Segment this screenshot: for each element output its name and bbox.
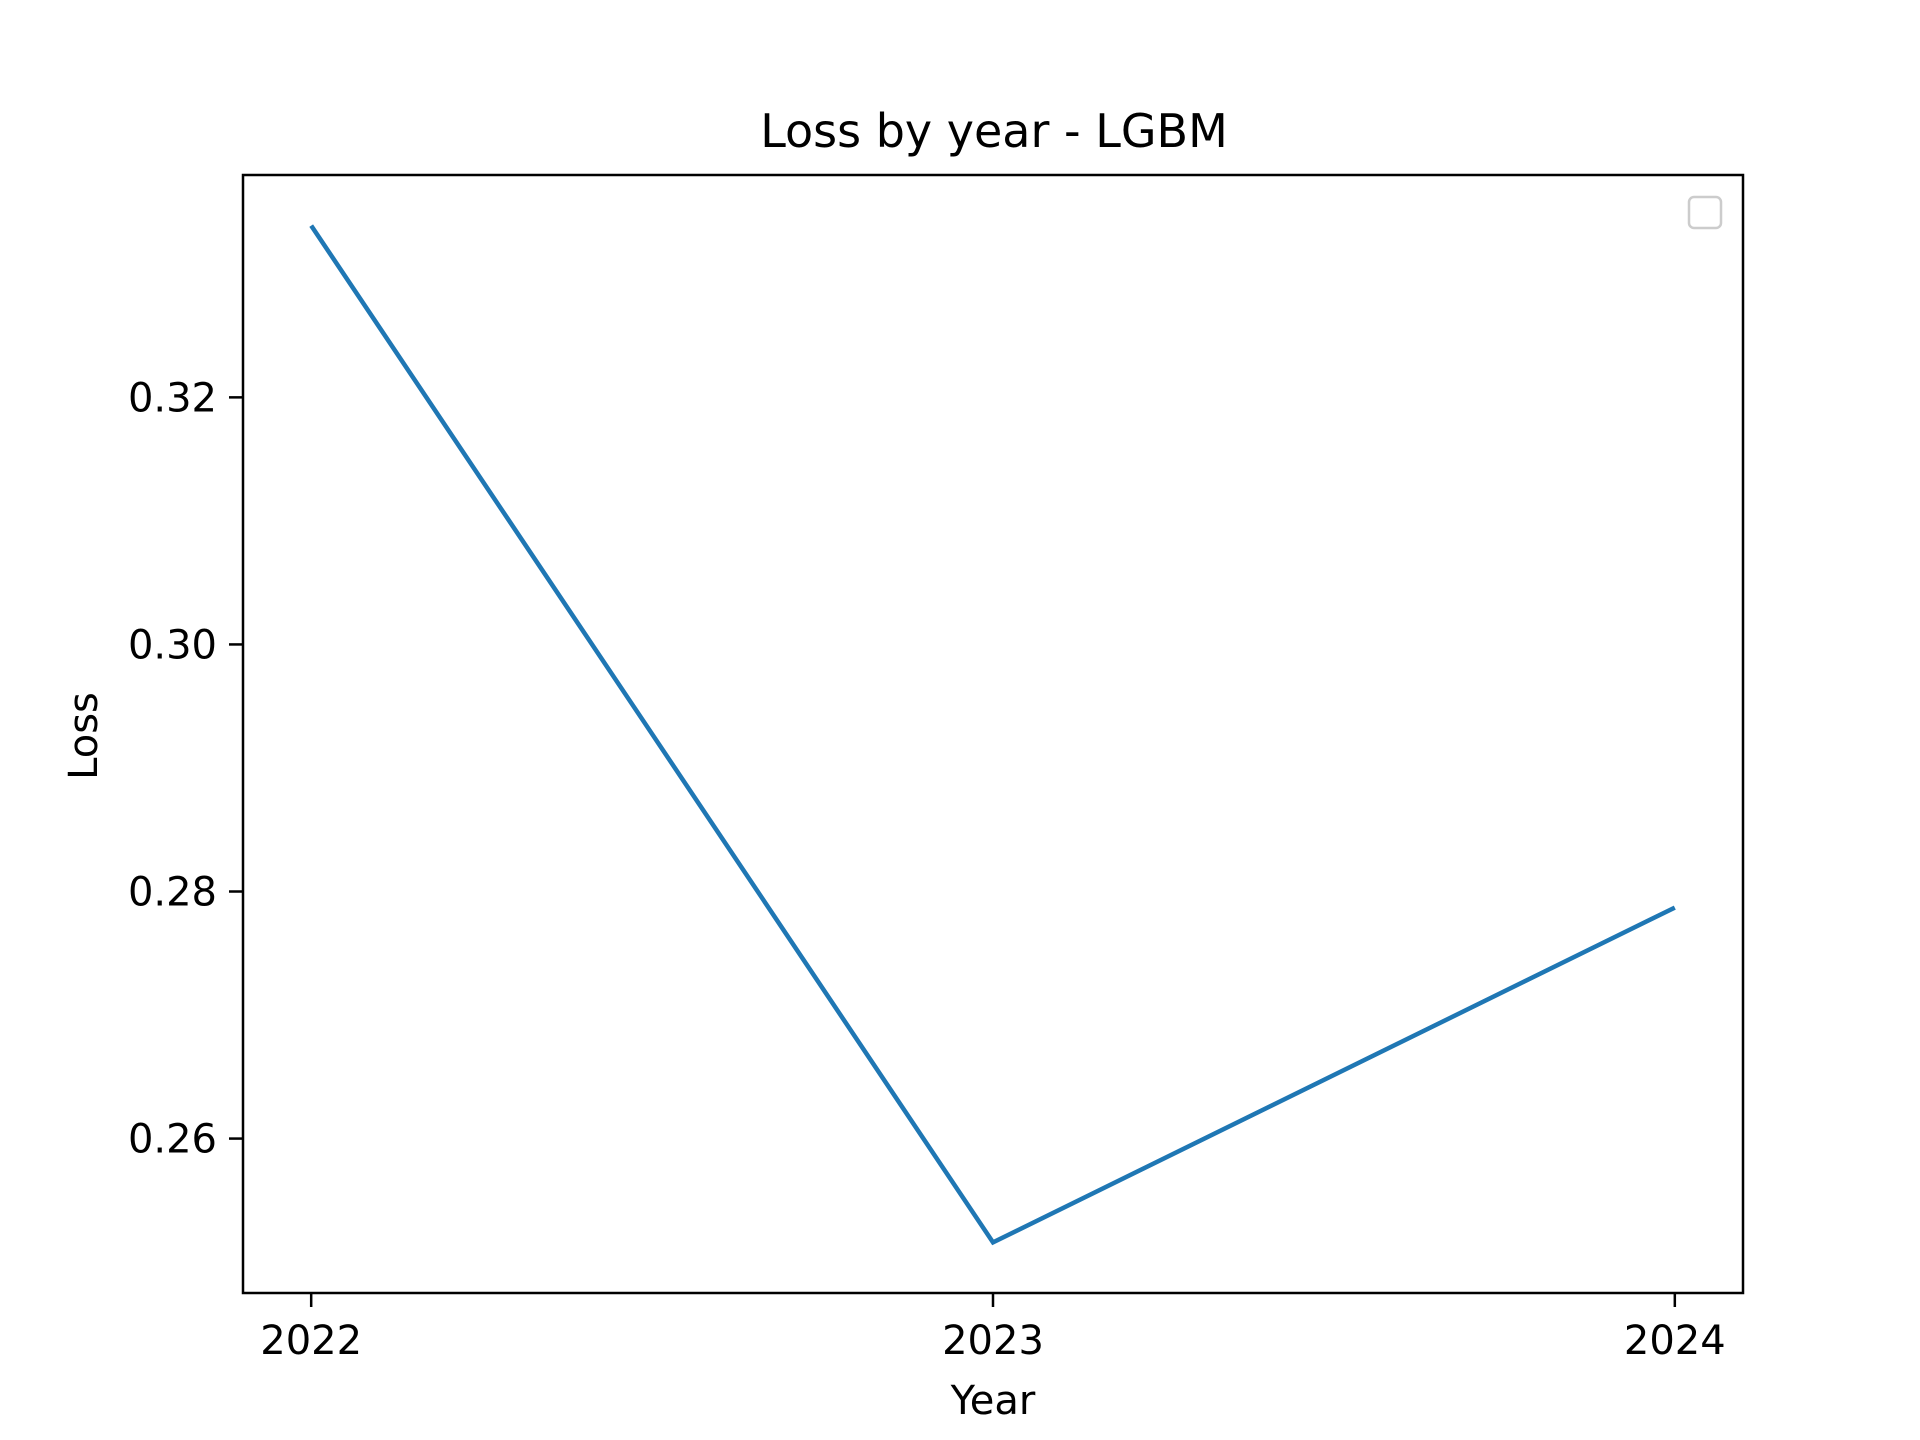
x-axis-ticks: 2022 2023 2024 (260, 1293, 1726, 1364)
chart-title: Loss by year - LGBM (760, 104, 1228, 158)
y-tick-label: 0.26 (128, 1117, 217, 1163)
y-axis-ticks: 0.26 0.28 0.30 0.32 (128, 375, 243, 1163)
y-tick-label: 0.30 (128, 622, 217, 668)
series-line (309, 224, 1676, 1246)
x-tick-label: 2022 (260, 1318, 362, 1364)
x-tick-label: 2023 (942, 1318, 1044, 1364)
plot-frame (241, 173, 1745, 1295)
y-axis-label: Loss (61, 692, 107, 780)
x-tick-label: 2024 (1624, 1318, 1726, 1364)
plot-area (243, 175, 1743, 1293)
series-layer (309, 224, 1676, 1246)
legend-box (1687, 195, 1723, 230)
x-axis-label: Year (950, 1378, 1036, 1424)
y-tick-label: 0.28 (128, 870, 217, 916)
y-tick-label: 0.32 (128, 375, 217, 421)
